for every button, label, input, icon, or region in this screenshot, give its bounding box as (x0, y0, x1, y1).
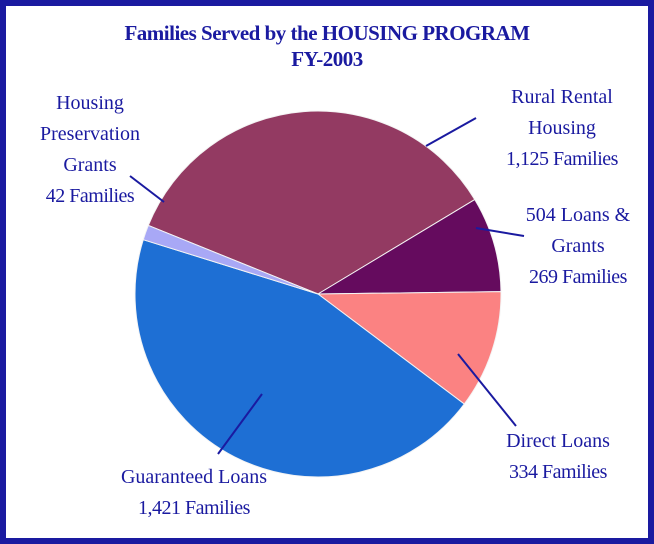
pie-canvas (129, 110, 525, 478)
pie-slice (142, 224, 319, 295)
leader-line (457, 353, 517, 427)
leader-line (217, 393, 263, 455)
slice-value-label: 1,125 Families (506, 148, 618, 170)
pie (134, 110, 502, 478)
pie-slice (316, 291, 502, 405)
slice-value-label: 334 Families (509, 461, 607, 483)
slice-label: Guaranteed Loans (120, 466, 268, 488)
leader-lines (129, 117, 525, 455)
chart-title: Families Served by the HOUSING PROGRAM (124, 21, 530, 45)
slice-label: Rural Rental Housing (511, 86, 613, 139)
slice-label: Housing Preservation Grants (40, 92, 140, 176)
slice-label: 504 Loans & Grants (525, 204, 631, 257)
slice-label: Direct Loans (506, 430, 610, 452)
chart-subtitle: FY-2003 (291, 47, 363, 71)
slice-value-label: 42 Families (45, 185, 135, 207)
leader-line (425, 117, 477, 147)
leader-line (129, 175, 165, 203)
slice-value-label: 1,421 Families (138, 497, 250, 519)
pie-slice (134, 239, 465, 478)
slice-value-label: 269 Families (529, 266, 627, 288)
pie-slice (316, 198, 502, 295)
leader-line (475, 227, 525, 237)
